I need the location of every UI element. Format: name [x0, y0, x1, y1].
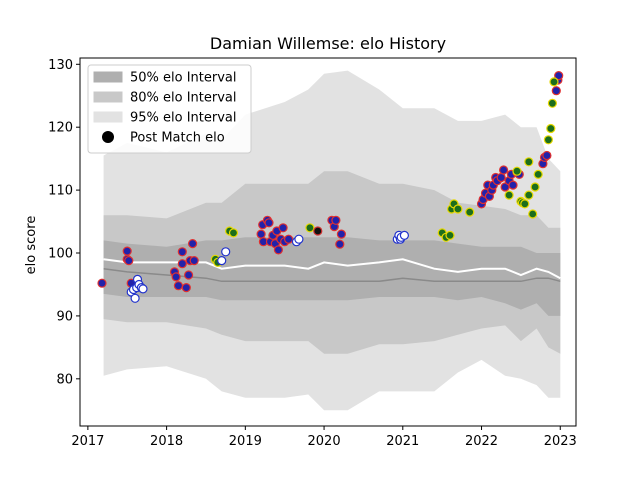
- data-point: [221, 247, 231, 257]
- legend-label: Post Match elo: [130, 131, 225, 146]
- y-tick-label: 80: [56, 372, 73, 387]
- data-point: [524, 157, 534, 167]
- data-point: [177, 259, 187, 269]
- legend-label: 80% elo Interval: [130, 91, 237, 106]
- data-point: [445, 230, 455, 240]
- data-point: [294, 234, 304, 244]
- data-point: [189, 256, 199, 266]
- chart-title: Damian Willemse: elo History: [210, 34, 446, 53]
- data-point: [264, 218, 274, 228]
- legend-swatch: [93, 71, 123, 83]
- y-tick-label: 110: [48, 184, 73, 199]
- data-point: [504, 190, 514, 200]
- data-point: [528, 209, 538, 219]
- plot-frame: [79, 57, 577, 427]
- data-point: [530, 182, 540, 192]
- data-point: [549, 77, 559, 87]
- data-point: [533, 169, 543, 179]
- legend-box: [87, 64, 252, 154]
- legend-marker: [102, 131, 114, 143]
- data-point: [546, 123, 556, 134]
- data-point: [122, 246, 132, 256]
- data-point: [124, 256, 134, 266]
- data-point: [336, 229, 346, 239]
- data-point: [551, 86, 561, 96]
- data-point: [465, 207, 475, 217]
- data-point: [173, 281, 183, 291]
- data-point: [217, 256, 227, 266]
- data-point: [273, 245, 283, 255]
- y-tick-label: 130: [48, 58, 73, 73]
- data-point: [520, 199, 530, 209]
- y-tick-label: 90: [56, 309, 73, 324]
- data-point: [543, 135, 554, 145]
- x-tick-label: 2018: [150, 434, 183, 449]
- data-point: [313, 226, 323, 236]
- data-point: [542, 150, 552, 161]
- x-tick-label: 2020: [308, 434, 341, 449]
- data-point: [524, 190, 534, 200]
- y-axis-label: elo score: [24, 216, 39, 275]
- data-point: [331, 215, 341, 225]
- data-point: [256, 229, 266, 239]
- data-point: [228, 228, 239, 238]
- y-tick-label: 120: [48, 121, 73, 136]
- x-tick-label: 2019: [229, 434, 262, 449]
- data-point: [130, 293, 140, 303]
- data-point: [305, 223, 315, 233]
- data-point: [453, 204, 463, 214]
- data-point: [188, 239, 198, 249]
- x-tick-label: 2017: [71, 434, 104, 449]
- y-tick-label: 100: [48, 247, 73, 262]
- legend-swatch: [93, 111, 123, 123]
- x-tick-label: 2023: [544, 434, 577, 449]
- mean-elo-line: [103, 258, 561, 280]
- x-tick-label: 2021: [386, 434, 419, 449]
- x-tick-label: 2022: [465, 434, 498, 449]
- data-point: [177, 247, 187, 257]
- data-point: [399, 230, 409, 240]
- legend-swatch: [93, 91, 123, 103]
- data-point: [97, 278, 107, 288]
- median-elo-line: [103, 267, 561, 283]
- data-point: [171, 272, 181, 282]
- data-point: [278, 223, 288, 233]
- legend-label: 95% elo Interval: [130, 111, 237, 126]
- data-point: [499, 165, 509, 175]
- data-point: [184, 270, 194, 280]
- legend-label: 50% elo Interval: [130, 71, 237, 86]
- data-point: [335, 239, 345, 249]
- data-point: [508, 180, 518, 190]
- data-point: [496, 172, 506, 183]
- data-point: [547, 98, 558, 108]
- data-point: [554, 70, 564, 81]
- data-point: [512, 166, 522, 176]
- data-point: [181, 283, 191, 293]
- plot-clip-group: [97, 70, 564, 411]
- data-point: [284, 234, 294, 244]
- data-point: [138, 284, 148, 294]
